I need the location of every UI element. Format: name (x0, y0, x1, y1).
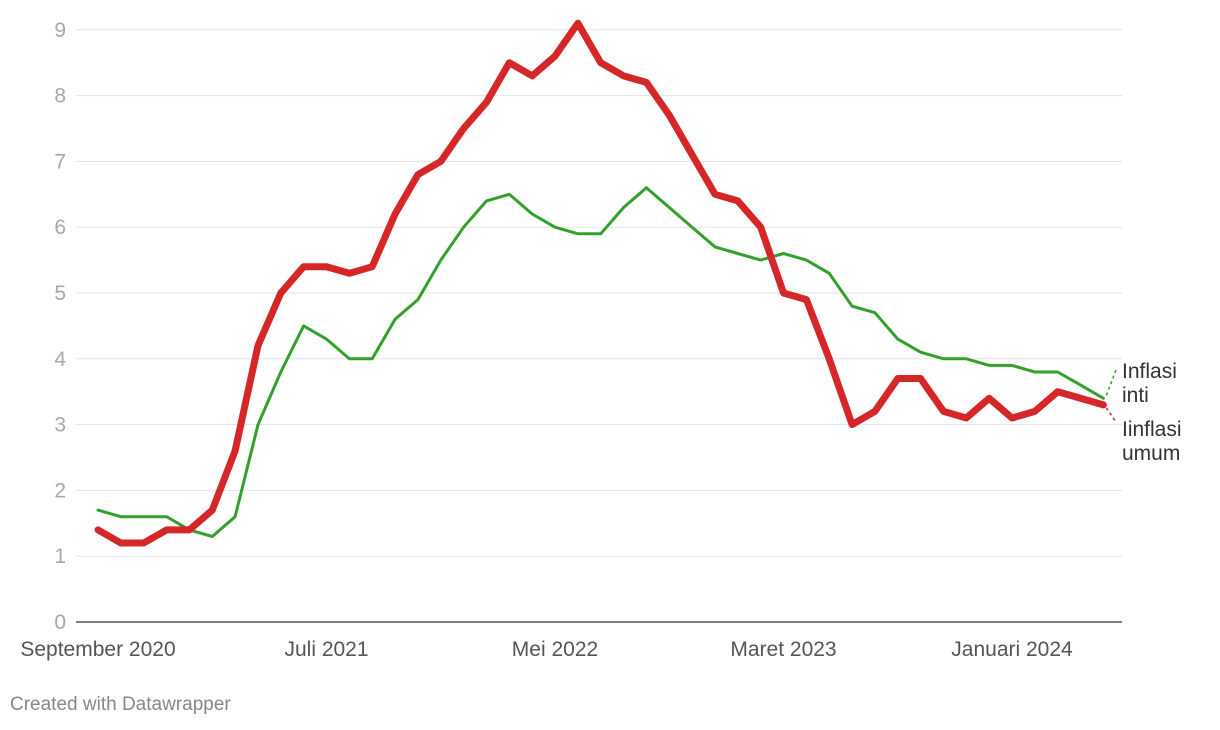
series-label-connector (1105, 407, 1117, 423)
line-chart: 0 1 2 3 4 5 6 7 8 9 September 2020 Juli 2021 Mei 20… (20, 19, 1182, 661)
series-lines (94, 19, 1107, 547)
series-label: inti (1122, 384, 1149, 407)
y-tick-label: 1 (54, 545, 66, 568)
series-label-connector (1105, 369, 1117, 396)
y-tick-label: 9 (54, 19, 66, 42)
x-tick-label: Juli 2021 (284, 638, 368, 661)
y-tick-label: 4 (54, 348, 66, 371)
y-tick-label: 0 (54, 611, 66, 634)
x-tick-label: Januari 2024 (951, 638, 1073, 661)
series-line (94, 19, 1107, 547)
series-label: Iinflasi (1122, 418, 1182, 441)
x-tick-label: Mei 2022 (512, 638, 598, 661)
y-axis: 0 1 2 3 4 5 6 7 8 9 (54, 19, 66, 634)
series-label: Inflasi (1122, 360, 1177, 383)
y-tick-label: 2 (54, 479, 66, 502)
x-tick-label: Maret 2023 (730, 638, 836, 661)
y-tick-label: 6 (54, 216, 66, 239)
y-tick-label: 5 (54, 282, 66, 305)
series-line (96, 186, 1105, 538)
y-tick-label: 8 (54, 85, 66, 108)
x-axis: September 2020 Juli 2021 Mei 2022 Maret 202… (20, 621, 1122, 661)
y-tick-label: 3 (54, 414, 66, 437)
series-label: umum (1122, 442, 1180, 465)
gridlines (76, 29, 1122, 557)
y-tick-label: 7 (54, 150, 66, 173)
credit-text: Created with Datawrapper (10, 694, 231, 715)
x-tick-label: September 2020 (20, 638, 175, 661)
